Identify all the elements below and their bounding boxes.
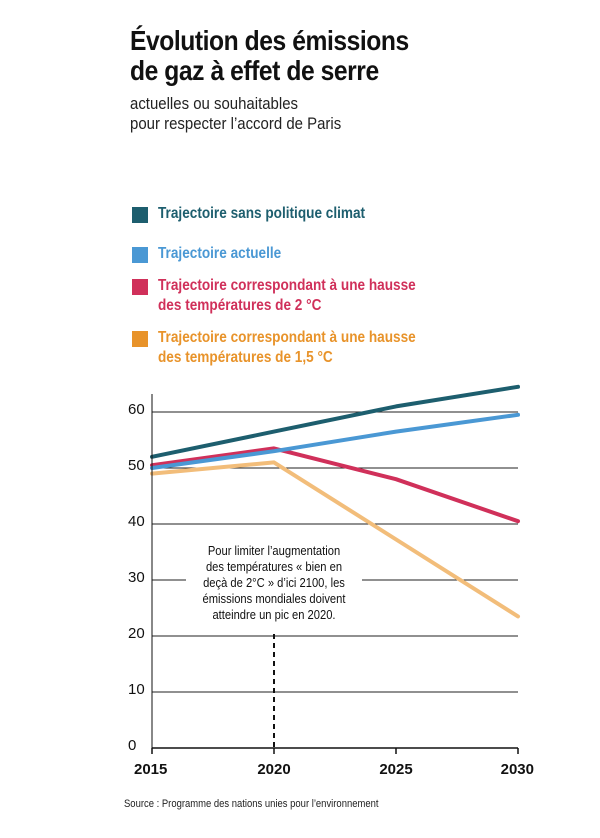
legend-swatch-1-5c bbox=[132, 331, 148, 347]
y-tick-label-20: 20 bbox=[128, 625, 145, 642]
legend-item-no-policy: Trajectoire sans politique climat bbox=[132, 204, 402, 224]
series-line-2 bbox=[150, 446, 520, 524]
legend-item-current: Trajectoire actuelle bbox=[132, 244, 303, 264]
legend-swatch-2c bbox=[132, 279, 148, 295]
legend-label-no-policy-line-1: Trajectoire sans politique climat bbox=[158, 205, 366, 222]
legend-label-1-5c-line-1: Trajectoire correspondant à une hausse bbox=[158, 329, 416, 346]
chart-subtitle-line-1: actuelles ou souhaitables bbox=[130, 94, 299, 113]
legend-label-no-policy: Trajectoire sans politique climat bbox=[158, 204, 365, 224]
y-tick-label-60: 60 bbox=[128, 401, 145, 418]
annotation-line-1: Pour limiter l’augmentation bbox=[207, 543, 341, 558]
chart-title: Évolution des émissions de gaz à effet d… bbox=[130, 26, 517, 86]
x-tick-label-2025: 2025 bbox=[379, 761, 412, 778]
x-tick-label-2020: 2020 bbox=[257, 761, 290, 778]
legend-label-2c: Trajectoire correspondant à une hausse d… bbox=[158, 276, 416, 316]
annotation-line-5: atteindre un pic en 2020. bbox=[212, 607, 336, 622]
chart-subtitle-line-2: pour respecter l’accord de Paris bbox=[130, 114, 342, 133]
source-note: Source : Programme des nations unies pou… bbox=[124, 798, 379, 810]
series-line-1 bbox=[150, 412, 520, 470]
chart-title-line-1: Évolution des émissions bbox=[130, 25, 409, 56]
annotation-line-3: deçà de 2°C » d’ici 2100, les bbox=[203, 575, 345, 590]
y-tick-label-0: 0 bbox=[128, 737, 136, 754]
y-tick-label-40: 40 bbox=[128, 513, 145, 530]
legend-swatch-no-policy bbox=[132, 207, 148, 223]
y-tick-label-30: 30 bbox=[128, 569, 145, 586]
annotation-line-2: des températures « bien en bbox=[205, 559, 343, 574]
legend-label-2c-line-1: Trajectoire correspondant à une hausse bbox=[158, 277, 416, 294]
x-tick-label-2030: 2030 bbox=[501, 761, 534, 778]
legend-label-current: Trajectoire actuelle bbox=[158, 244, 281, 264]
legend-swatch-current bbox=[132, 247, 148, 263]
series-layer bbox=[150, 384, 520, 619]
series-line-0 bbox=[150, 384, 520, 459]
legend-label-current-line-1: Trajectoire actuelle bbox=[158, 245, 282, 262]
legend-label-1-5c-line-2: des températures de 1,5 °C bbox=[158, 349, 333, 366]
chart-subtitle: actuelles ou souhaitables pour respecter… bbox=[130, 94, 517, 134]
legend-item-1-5c: Trajectoire correspondant à une hausse d… bbox=[132, 328, 461, 368]
legend-label-2c-line-2: des températures de 2 °C bbox=[158, 297, 322, 314]
legend-item-2c: Trajectoire correspondant à une hausse d… bbox=[132, 276, 461, 316]
y-tick-label-50: 50 bbox=[128, 457, 145, 474]
y-tick-label-10: 10 bbox=[128, 681, 145, 698]
x-tick-label-2015: 2015 bbox=[134, 761, 167, 778]
annotation-box: Pour limiter l’augmentation des températ… bbox=[186, 543, 362, 623]
legend-label-1-5c: Trajectoire correspondant à une hausse d… bbox=[158, 328, 416, 368]
chart-title-line-2: de gaz à effet de serre bbox=[130, 55, 379, 86]
annotation-line-4: émissions mondiales doivent bbox=[202, 591, 346, 606]
